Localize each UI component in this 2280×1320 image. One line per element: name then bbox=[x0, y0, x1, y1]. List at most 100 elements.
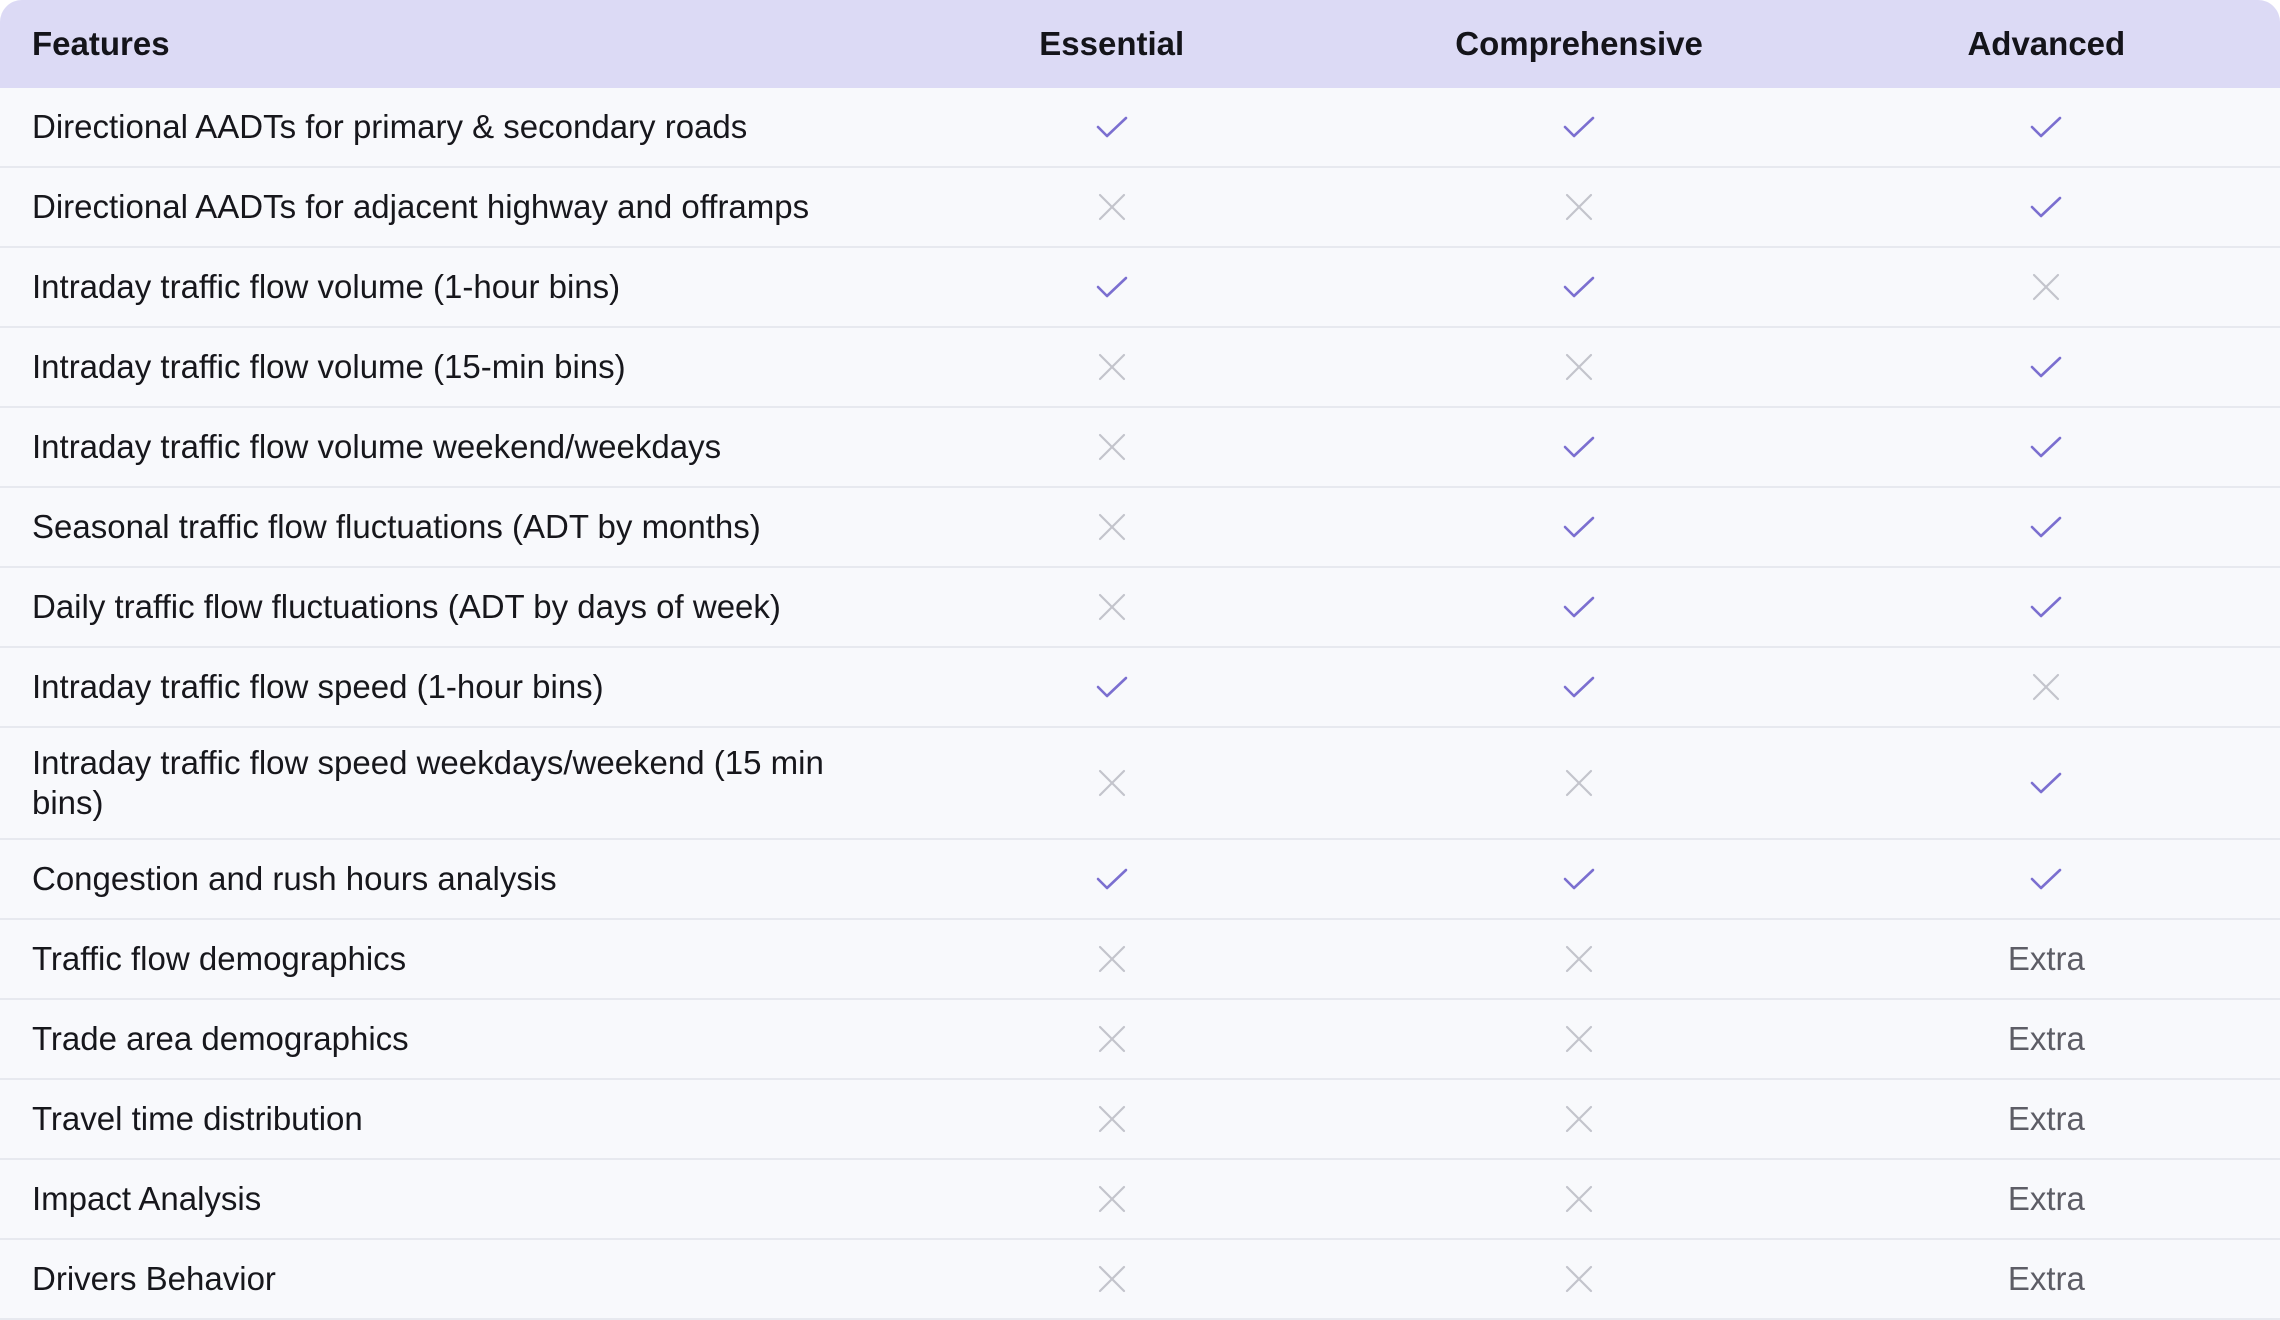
feature-cell: Intraday traffic flow volume (15-min bin… bbox=[0, 328, 878, 406]
plan-cell-advanced bbox=[1813, 728, 2280, 838]
plan-cell-essential bbox=[878, 248, 1345, 326]
plan-cell-comprehensive bbox=[1345, 88, 1812, 166]
plan-cell-advanced bbox=[1813, 328, 2280, 406]
feature-label: Intraday traffic flow speed (1-hour bins… bbox=[32, 668, 604, 705]
feature-cell: Directional AADTs for primary & secondar… bbox=[0, 88, 878, 166]
plan-cell-advanced: Extra bbox=[1813, 920, 2280, 998]
cross-icon bbox=[1564, 352, 1594, 382]
check-icon bbox=[1095, 114, 1129, 140]
feature-label: Intraday traffic flow volume weekend/wee… bbox=[32, 428, 722, 465]
header-plan-essential: Essential bbox=[1039, 25, 1185, 62]
plan-cell-essential bbox=[878, 88, 1345, 166]
plan-cell-advanced bbox=[1813, 568, 2280, 646]
cross-icon bbox=[1097, 768, 1127, 798]
table-row: Directional AADTs for primary & secondar… bbox=[0, 88, 2280, 168]
plan-cell-advanced bbox=[1813, 248, 2280, 326]
plan-cell-comprehensive bbox=[1345, 728, 1812, 838]
feature-cell: Seasonal traffic flow fluctuations (ADT … bbox=[0, 488, 878, 566]
feature-cell: Daily traffic flow fluctuations (ADT by … bbox=[0, 568, 878, 646]
plan-cell-comprehensive bbox=[1345, 920, 1812, 998]
feature-cell: Intraday traffic flow volume weekend/wee… bbox=[0, 408, 878, 486]
plan-cell-essential bbox=[878, 328, 1345, 406]
cross-icon bbox=[1564, 1264, 1594, 1294]
check-icon bbox=[1562, 866, 1596, 892]
feature-label: Seasonal traffic flow fluctuations (ADT … bbox=[32, 508, 761, 545]
header-plan-advanced: Advanced bbox=[1967, 25, 2126, 62]
check-icon bbox=[2029, 194, 2063, 220]
feature-cell: Traffic flow demographics bbox=[0, 920, 878, 998]
check-icon bbox=[1095, 674, 1129, 700]
plan-cell-comprehensive bbox=[1345, 1160, 1812, 1238]
plan-cell-essential bbox=[878, 168, 1345, 246]
plan-cell-comprehensive bbox=[1345, 1240, 1812, 1318]
cross-icon bbox=[1564, 768, 1594, 798]
feature-cell: Intraday traffic flow speed (1-hour bins… bbox=[0, 648, 878, 726]
extra-label: Extra bbox=[2007, 1260, 2085, 1297]
extra-label: Extra bbox=[2007, 1100, 2085, 1137]
cross-icon bbox=[1564, 1184, 1594, 1214]
extra-label: Extra bbox=[2007, 1020, 2085, 1057]
feature-label: Directional AADTs for adjacent highway a… bbox=[32, 188, 810, 225]
table-row: Traffic flow demographics Extra bbox=[0, 920, 2280, 1000]
cross-icon bbox=[1564, 944, 1594, 974]
check-icon bbox=[1562, 114, 1596, 140]
table-row: Intraday traffic flow volume weekend/wee… bbox=[0, 408, 2280, 488]
plan-cell-advanced: Extra bbox=[1813, 1080, 2280, 1158]
feature-label: Trade area demographics bbox=[32, 1020, 409, 1057]
feature-cell: Intraday traffic flow volume (1-hour bin… bbox=[0, 248, 878, 326]
plan-cell-comprehensive bbox=[1345, 488, 1812, 566]
plan-cell-comprehensive bbox=[1345, 840, 1812, 918]
plan-cell-advanced bbox=[1813, 488, 2280, 566]
cross-icon bbox=[1564, 192, 1594, 222]
check-icon bbox=[2029, 594, 2063, 620]
table-row: Intraday traffic flow speed weekdays/wee… bbox=[0, 728, 2280, 840]
plan-cell-comprehensive bbox=[1345, 568, 1812, 646]
cross-icon bbox=[1097, 1264, 1127, 1294]
check-icon bbox=[1095, 274, 1129, 300]
check-icon bbox=[2029, 770, 2063, 796]
feature-cell: Directional AADTs for adjacent highway a… bbox=[0, 168, 878, 246]
feature-label: Intraday traffic flow speed weekdays/wee… bbox=[32, 744, 824, 821]
table-row: Congestion and rush hours analysis bbox=[0, 840, 2280, 920]
plan-cell-essential bbox=[878, 1000, 1345, 1078]
cross-icon bbox=[1097, 352, 1127, 382]
table-row: Seasonal traffic flow fluctuations (ADT … bbox=[0, 488, 2280, 568]
cross-icon bbox=[1097, 1184, 1127, 1214]
plan-cell-advanced bbox=[1813, 168, 2280, 246]
check-icon bbox=[2029, 434, 2063, 460]
feature-cell: Travel time distribution bbox=[0, 1080, 878, 1158]
check-icon bbox=[1095, 866, 1129, 892]
plan-cell-essential bbox=[878, 1080, 1345, 1158]
plan-cell-advanced: Extra bbox=[1813, 1160, 2280, 1238]
cross-icon bbox=[1564, 1104, 1594, 1134]
table-row: Intraday traffic flow speed (1-hour bins… bbox=[0, 648, 2280, 728]
plan-cell-essential bbox=[878, 408, 1345, 486]
plan-cell-advanced bbox=[1813, 88, 2280, 166]
check-icon bbox=[2029, 114, 2063, 140]
feature-label: Travel time distribution bbox=[32, 1100, 363, 1137]
plan-cell-advanced bbox=[1813, 648, 2280, 726]
check-icon bbox=[2029, 514, 2063, 540]
feature-cell: Intraday traffic flow speed weekdays/wee… bbox=[0, 728, 878, 838]
plan-cell-essential bbox=[878, 920, 1345, 998]
cross-icon bbox=[1097, 512, 1127, 542]
check-icon bbox=[1562, 434, 1596, 460]
cross-icon bbox=[2031, 672, 2061, 702]
cross-icon bbox=[1097, 592, 1127, 622]
feature-label: Drivers Behavior bbox=[32, 1260, 276, 1297]
feature-label: Congestion and rush hours analysis bbox=[32, 860, 557, 897]
header-features: Features bbox=[32, 25, 170, 62]
plan-cell-essential bbox=[878, 728, 1345, 838]
feature-cell: Trade area demographics bbox=[0, 1000, 878, 1078]
plan-cell-comprehensive bbox=[1345, 408, 1812, 486]
table-row: Daily traffic flow fluctuations (ADT by … bbox=[0, 568, 2280, 648]
cross-icon bbox=[1097, 944, 1127, 974]
plan-cell-essential bbox=[878, 1240, 1345, 1318]
feature-cell: Impact Analysis bbox=[0, 1160, 878, 1238]
plan-cell-advanced: Extra bbox=[1813, 1000, 2280, 1078]
check-icon bbox=[2029, 354, 2063, 380]
cross-icon bbox=[1097, 192, 1127, 222]
cross-icon bbox=[1097, 1024, 1127, 1054]
cross-icon bbox=[2031, 272, 2061, 302]
